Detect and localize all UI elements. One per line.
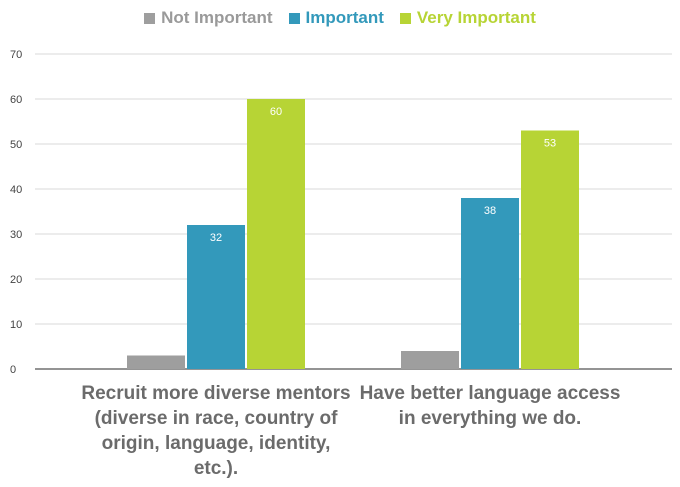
- bar-important-1: [187, 225, 245, 369]
- y-tick-label: 20: [10, 274, 22, 286]
- category-label-1: Recruit more diverse mentors (diverse in…: [81, 383, 351, 479]
- data-label: 60: [270, 106, 282, 118]
- y-tick-label: 50: [10, 139, 22, 151]
- bar-very-important-1: [247, 99, 305, 369]
- legend-swatch-very-important: [399, 12, 411, 24]
- y-tick-label: 40: [10, 184, 22, 196]
- legend-swatch-not-important: [144, 12, 156, 24]
- category-label-2: Have better language access in everythin…: [359, 383, 621, 429]
- data-label: 53: [544, 138, 556, 150]
- y-tick-label: 0: [10, 364, 16, 376]
- bar-very-important-2: [521, 130, 579, 369]
- bar-not-important-1: [127, 355, 185, 369]
- bar-not-important-2: [401, 351, 459, 369]
- bar-important-2: [461, 198, 519, 369]
- y-tick-label: 30: [10, 229, 22, 241]
- legend-swatch-important: [288, 12, 300, 24]
- data-label: 38: [484, 205, 496, 217]
- y-tick-label: 70: [10, 49, 22, 61]
- y-tick-label: 10: [10, 319, 22, 331]
- legend-label-important: Important: [305, 8, 384, 27]
- legend-item-important: Important: [288, 8, 384, 28]
- legend-label-very-important: Very Important: [416, 8, 536, 27]
- y-tick-label: 60: [10, 94, 22, 106]
- legend-label-not-important: Not Important: [161, 8, 273, 27]
- legend: Not Important Important Very Important: [0, 8, 680, 28]
- legend-item-not-important: Not Important: [144, 8, 273, 28]
- data-label: 32: [210, 232, 222, 244]
- legend-item-very-important: Very Important: [399, 8, 536, 28]
